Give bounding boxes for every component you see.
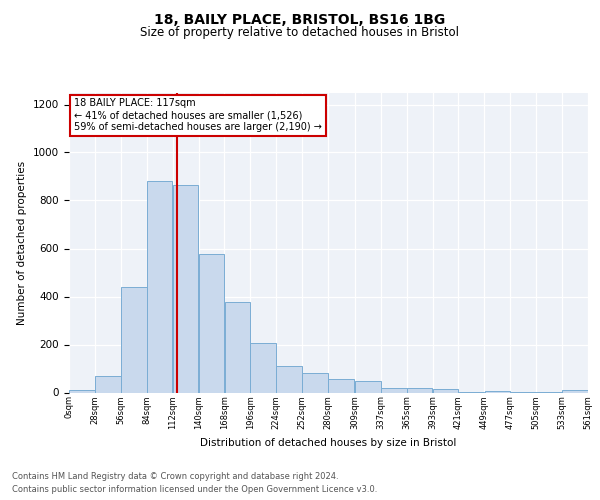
- Bar: [328, 379, 354, 392]
- Bar: [302, 373, 328, 392]
- Text: Contains HM Land Registry data © Crown copyright and database right 2024.: Contains HM Land Registry data © Crown c…: [12, 472, 338, 481]
- Bar: [69, 390, 95, 392]
- Bar: [121, 287, 146, 393]
- Bar: [381, 388, 407, 392]
- Bar: [407, 388, 433, 392]
- Bar: [147, 182, 172, 392]
- Bar: [224, 302, 250, 392]
- Bar: [173, 185, 199, 392]
- Text: 18, BAILY PLACE, BRISTOL, BS16 1BG: 18, BAILY PLACE, BRISTOL, BS16 1BG: [154, 12, 446, 26]
- Bar: [562, 390, 588, 392]
- Text: Size of property relative to detached houses in Bristol: Size of property relative to detached ho…: [140, 26, 460, 39]
- Y-axis label: Number of detached properties: Number of detached properties: [17, 160, 28, 324]
- X-axis label: Distribution of detached houses by size in Bristol: Distribution of detached houses by size …: [200, 438, 457, 448]
- Bar: [355, 381, 380, 392]
- Bar: [277, 366, 302, 392]
- Bar: [250, 344, 276, 392]
- Bar: [95, 376, 121, 392]
- Bar: [485, 390, 510, 392]
- Text: Contains public sector information licensed under the Open Government Licence v3: Contains public sector information licen…: [12, 485, 377, 494]
- Bar: [433, 389, 458, 392]
- Bar: [199, 254, 224, 392]
- Text: 18 BAILY PLACE: 117sqm
← 41% of detached houses are smaller (1,526)
59% of semi-: 18 BAILY PLACE: 117sqm ← 41% of detached…: [74, 98, 322, 132]
